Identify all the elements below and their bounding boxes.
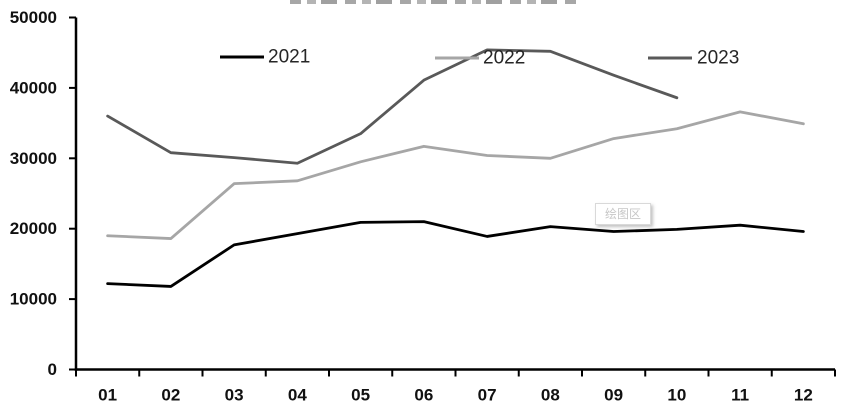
cropped-chart-title <box>290 0 582 4</box>
plot-area-tooltip-text: 绘图区 <box>604 207 641 221</box>
x-tick-label: 09 <box>604 386 623 405</box>
legend-label-2021: 2021 <box>268 47 310 68</box>
chart-legend: 2021 2022 2023 <box>220 47 739 69</box>
legend-label-2023: 2023 <box>697 48 739 69</box>
y-tick-label: 10000 <box>10 290 57 309</box>
x-tick-label: 12 <box>794 386 813 405</box>
y-tick-label: 0 <box>48 360 57 379</box>
x-tick-label: 03 <box>225 386 244 405</box>
axes <box>74 17 835 371</box>
y-axis-ticks <box>69 16 76 371</box>
x-tick-label: 04 <box>288 386 307 405</box>
x-tick-label: 08 <box>541 386 560 405</box>
series-lines <box>106 48 805 288</box>
x-axis-ticks <box>75 369 836 377</box>
x-tick-label: 05 <box>351 386 370 405</box>
legend-item-2022[interactable]: 2022 <box>435 48 525 69</box>
y-tick-label: 40000 <box>10 78 57 97</box>
x-tick-label: 07 <box>478 386 497 405</box>
legend-item-2021[interactable]: 2021 <box>220 47 310 68</box>
y-tick-label: 20000 <box>10 219 57 238</box>
x-tick-label: 10 <box>667 386 686 405</box>
legend-label-2022: 2022 <box>483 48 525 69</box>
x-tick-label: 01 <box>98 386 117 405</box>
y-axis-labels: 0 10000 20000 30000 40000 50000 <box>10 8 57 379</box>
legend-item-2023[interactable]: 2023 <box>648 48 739 69</box>
x-tick-label: 06 <box>414 386 433 405</box>
series-line-2022[interactable] <box>106 110 805 240</box>
x-tick-label: 02 <box>161 386 180 405</box>
series-line-2021[interactable] <box>106 220 805 288</box>
plot-area-tooltip: 绘图区 <box>595 203 651 225</box>
y-tick-label: 30000 <box>10 149 57 168</box>
y-tick-label: 50000 <box>10 8 57 27</box>
x-tick-label: 11 <box>731 386 749 405</box>
series-line-2023[interactable] <box>106 48 679 165</box>
x-axis-labels: 01 02 03 04 05 06 07 08 09 10 11 12 <box>98 386 813 405</box>
